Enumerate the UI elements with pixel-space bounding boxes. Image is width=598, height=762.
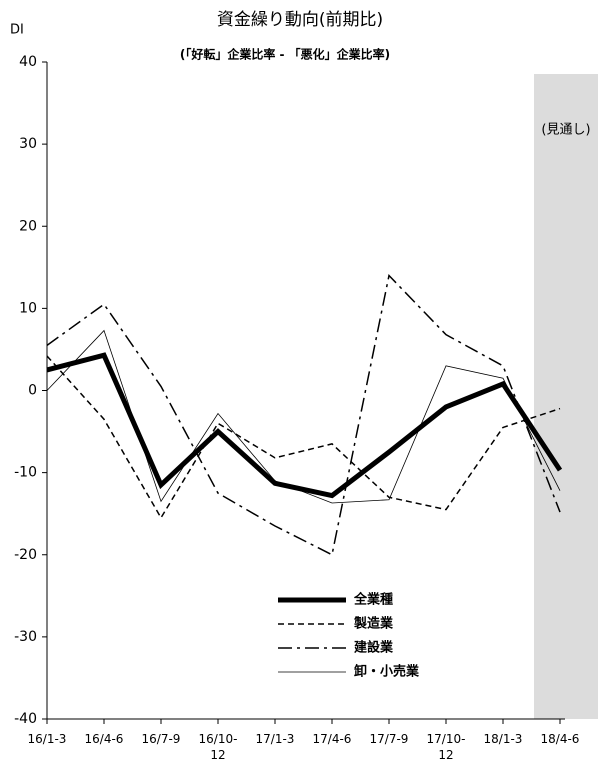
y-axis-label: DI (10, 23, 24, 38)
x-tick-label: 16/10- 12 (198, 732, 238, 762)
y-tick-label: -10 (14, 465, 37, 481)
x-tick-label: 17/10- 12 (426, 732, 466, 762)
forecast-band (534, 74, 598, 719)
legend-label: 全業種 (353, 592, 393, 608)
x-tick-label: 17/7-9 (369, 732, 409, 746)
y-tick-label: 20 (19, 218, 37, 234)
y-tick-label: -30 (14, 629, 37, 645)
x-tick-label: 17/1-3 (255, 732, 295, 746)
x-tick-label: 16/1-3 (27, 732, 67, 746)
y-tick-label: -20 (14, 547, 37, 563)
x-tick-label: 16/4-6 (84, 732, 124, 746)
legend-label: 卸・小売業 (354, 664, 420, 680)
legend-label: 建設業 (354, 640, 394, 656)
y-tick-label: -40 (14, 711, 37, 727)
x-tick-label: 18/4-6 (540, 732, 580, 746)
series-line (46, 352, 563, 499)
y-tick-label: 10 (19, 300, 37, 316)
series-line (46, 273, 561, 556)
annotation: (見通し) (541, 123, 590, 138)
legend-label: 製造業 (353, 616, 394, 632)
chart-subtitle: (「好転」企業比率 - 「悪化」企業比率) (180, 47, 390, 62)
series-line (46, 329, 561, 504)
y-tick-label: 0 (28, 383, 37, 399)
y-tick-label: 30 (19, 136, 37, 152)
y-tick-label: 40 (19, 54, 37, 70)
x-tick-label: 17/4-6 (312, 732, 352, 746)
x-tick-label: 16/7-9 (141, 732, 181, 746)
x-tick-label: 18/1-3 (483, 732, 523, 746)
chart-title: 資金繰り動向(前期比) (217, 10, 383, 30)
series-line (46, 355, 561, 520)
